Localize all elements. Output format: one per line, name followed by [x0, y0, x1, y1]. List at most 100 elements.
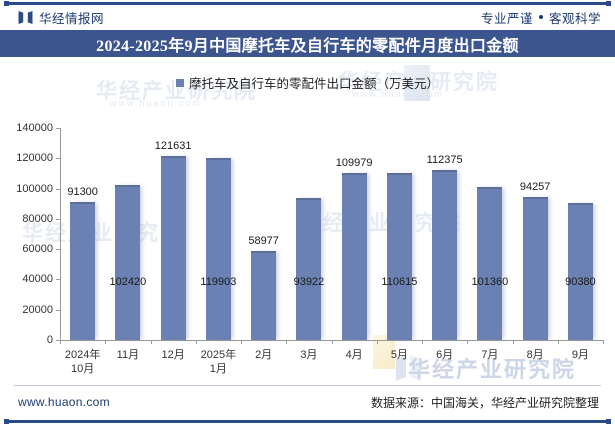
bottom-divider-rule [4, 419, 611, 424]
x-axis-label: 12月 [161, 349, 185, 361]
bar-top-edge [115, 184, 141, 187]
x-axis-tick [150, 340, 152, 344]
y-axis-tick-label: 40000 [22, 273, 53, 286]
bullet-separator-icon [538, 15, 543, 19]
bar-value-label: 94257 [519, 181, 551, 194]
bar[interactable] [115, 184, 141, 340]
y-axis-tick-label: 100000 [16, 182, 53, 195]
footer-divider [14, 385, 601, 386]
x-axis-tick [286, 340, 288, 344]
bar[interactable] [386, 172, 412, 340]
bar[interactable] [477, 186, 503, 340]
slogan-left-text: 专业严谨 [480, 11, 533, 26]
bar-top-edge [296, 197, 322, 200]
x-axis-label: 2025年 1月 [200, 349, 237, 375]
bar-top-edge [341, 173, 367, 176]
y-axis-tick [56, 158, 60, 160]
brand-header: 华经情报网 专业严谨 客观科学 [0, 5, 615, 29]
x-axis-tick [331, 340, 333, 344]
y-axis-tick [56, 309, 60, 311]
y-axis-tick-label: 80000 [22, 212, 53, 225]
chart-canvas: 华经产业研究院 www.huaon.com 华经产业研究院 www.huaon.… [0, 57, 615, 385]
y-axis-tick [56, 340, 60, 341]
brand-name: 华经情报网 [39, 11, 105, 26]
bar-value-label: 109979 [335, 157, 373, 170]
x-axis-label: 6月 [436, 349, 454, 361]
footer-site-url[interactable]: www.huaon.com [18, 395, 110, 409]
y-axis-tick-label: 140000 [16, 122, 53, 134]
y-axis-tick-label: 20000 [22, 303, 53, 316]
slogan-right-text: 客观科学 [548, 11, 601, 26]
bar-top-edge [477, 186, 503, 189]
page-title: 2024-2025年9月中国摩托车及自行车的零配件月度出口金额 [96, 37, 519, 55]
x-axis-tick [512, 340, 514, 344]
bar-value-label: 121631 [154, 139, 192, 152]
y-axis-tick [56, 279, 60, 281]
bar[interactable] [522, 197, 548, 340]
brand-identity: 华经情报网 [18, 8, 104, 27]
y-axis-tick-label: 0 [46, 334, 53, 346]
watermark-url: www.huaon.com [110, 98, 203, 108]
bar-value-label: 93922 [293, 276, 325, 288]
y-axis-tick [56, 128, 60, 129]
y-axis-line [60, 128, 61, 340]
bar[interactable] [160, 155, 186, 340]
x-axis-label: 9月 [571, 349, 589, 361]
bar-top-edge [432, 169, 458, 172]
bar-top-edge [251, 250, 277, 253]
x-axis-label: 7月 [481, 349, 499, 361]
top-divider-rule [4, 1, 611, 6]
x-axis-tick [60, 340, 61, 344]
bar-value-label: 110615 [381, 276, 418, 288]
bar[interactable] [341, 173, 367, 340]
bar-value-label: 58977 [248, 234, 279, 247]
brand-slogan: 专业严谨 客观科学 [481, 8, 601, 27]
bar[interactable] [567, 203, 593, 340]
y-axis-tick-label: 60000 [22, 243, 53, 256]
x-axis-tick [467, 340, 469, 344]
x-axis-tick [603, 340, 604, 344]
bar-top-edge [522, 197, 548, 200]
bar-top-edge [205, 158, 231, 161]
bar-top-edge [70, 201, 96, 204]
y-axis-tick-label: 120000 [16, 152, 53, 165]
x-axis-label: 2024年 10月 [64, 349, 101, 375]
bar-top-edge [567, 203, 593, 206]
bar-value-label: 119903 [200, 276, 237, 288]
x-axis-tick [195, 340, 197, 344]
bar-value-label: 90380 [565, 276, 596, 288]
bar[interactable] [205, 158, 231, 340]
x-axis-label: 2月 [255, 349, 273, 361]
bar-top-edge [160, 155, 186, 158]
y-axis-tick [56, 218, 60, 220]
x-axis-tick [105, 340, 107, 344]
x-axis-tick [241, 340, 242, 344]
x-axis-label: 11月 [116, 349, 140, 361]
bar[interactable] [432, 169, 458, 340]
x-axis-label: 5月 [390, 349, 408, 361]
bar[interactable] [296, 197, 322, 340]
x-axis-label: 4月 [345, 349, 363, 361]
bar-value-label: 101360 [471, 276, 509, 288]
chart-title-band: 2024-2025年9月中国摩托车及自行车的零配件月度出口金额 [0, 30, 615, 57]
x-axis-tick [557, 340, 559, 344]
chart-legend: 摩托车及自行车的零配件出口金额（万美元） [0, 73, 615, 92]
bar-value-label: 91300 [67, 185, 98, 198]
y-axis-tick [56, 188, 60, 190]
plot-area: 0 20000 40000 60000 80000 100000 120000 140000 9… [16, 122, 604, 375]
legend-color-swatch [175, 78, 184, 87]
x-axis-tick [422, 340, 423, 344]
bar[interactable] [70, 201, 96, 340]
y-axis-tick [56, 249, 60, 251]
bar[interactable] [251, 250, 277, 340]
bar-value-label: 112375 [426, 153, 463, 166]
legend-item-label: 摩托车及自行车的零配件出口金额（万美元） [188, 77, 439, 91]
huaon-logo-icon [18, 10, 33, 24]
bar-top-edge [386, 172, 412, 175]
x-axis-label: 8月 [526, 349, 544, 361]
footer-data-source: 数据来源：中国海关，华经产业研究院整理 [370, 395, 599, 410]
bar-value-label: 102420 [109, 276, 147, 288]
x-axis-tick [376, 340, 378, 344]
page-footer: www.huaon.com 数据来源：中国海关，华经产业研究院整理 [0, 385, 615, 427]
